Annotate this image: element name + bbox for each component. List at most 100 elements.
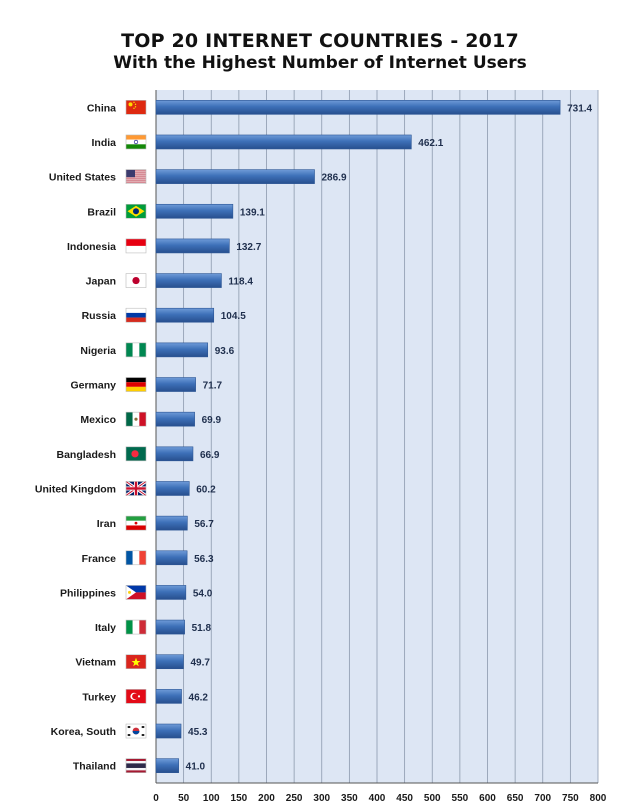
x-tick-label: 550 bbox=[452, 793, 469, 804]
x-tick-label: 700 bbox=[534, 793, 551, 804]
category-label: United Kingdom bbox=[35, 483, 116, 495]
category-label: Korea, South bbox=[51, 726, 116, 738]
italy-flag-icon bbox=[125, 619, 147, 635]
value-label: 54.0 bbox=[193, 588, 213, 599]
bar bbox=[155, 411, 195, 427]
china-flag-icon bbox=[125, 100, 147, 115]
x-tick-label: 450 bbox=[396, 793, 413, 804]
turkey-flag-icon bbox=[125, 689, 147, 704]
value-label: 462.1 bbox=[418, 138, 443, 149]
value-label: 51.8 bbox=[192, 623, 212, 634]
value-label: 60.2 bbox=[196, 484, 216, 495]
x-tick-label: 0 bbox=[153, 793, 159, 804]
x-tick-label: 150 bbox=[231, 793, 248, 804]
brazil-flag-icon bbox=[125, 203, 147, 219]
x-tick-label: 200 bbox=[258, 793, 275, 804]
value-label: 45.3 bbox=[188, 727, 208, 738]
x-tick-label: 350 bbox=[341, 793, 358, 804]
value-label: 56.7 bbox=[194, 519, 214, 530]
bar bbox=[155, 203, 234, 219]
category-label: United States bbox=[49, 172, 116, 184]
nigeria-flag-icon bbox=[125, 342, 147, 358]
bar bbox=[155, 619, 185, 635]
bar bbox=[155, 585, 187, 600]
category-label: Japan bbox=[86, 276, 116, 288]
united-kingdom-flag-icon bbox=[125, 480, 147, 497]
bar bbox=[155, 758, 179, 773]
x-tick-label: 600 bbox=[479, 793, 496, 804]
category-label: Thailand bbox=[73, 761, 116, 773]
category-label: Germany bbox=[70, 380, 116, 392]
category-label: Iran bbox=[97, 518, 116, 530]
bar bbox=[155, 515, 188, 531]
x-tick-label: 650 bbox=[507, 793, 524, 804]
x-tick-label: 500 bbox=[424, 793, 441, 804]
korea-south-flag-icon bbox=[125, 723, 147, 739]
russia-flag-icon bbox=[125, 307, 147, 323]
value-label: 49.7 bbox=[190, 658, 210, 669]
category-label: Brazil bbox=[87, 206, 116, 218]
value-label: 56.3 bbox=[194, 554, 214, 565]
united-states-flag-icon bbox=[125, 169, 147, 184]
category-label: Turkey bbox=[82, 691, 116, 703]
bar bbox=[155, 134, 412, 150]
category-label: Bangladesh bbox=[56, 449, 116, 461]
japan-flag-icon bbox=[125, 273, 147, 288]
bar bbox=[155, 273, 222, 288]
mexico-flag-icon bbox=[125, 411, 147, 427]
x-tick-label: 750 bbox=[562, 793, 579, 804]
bangladesh-flag-icon bbox=[125, 446, 147, 462]
category-label: Russia bbox=[82, 310, 117, 322]
bar bbox=[155, 307, 215, 323]
bar bbox=[155, 550, 188, 566]
france-flag-icon bbox=[125, 550, 147, 566]
bar bbox=[155, 481, 190, 496]
bar bbox=[155, 654, 184, 670]
bar bbox=[155, 689, 182, 704]
x-tick-label: 250 bbox=[286, 793, 303, 804]
indonesia-flag-icon bbox=[125, 238, 147, 254]
germany-flag-icon bbox=[125, 377, 147, 392]
value-label: 69.9 bbox=[202, 415, 222, 426]
value-label: 93.6 bbox=[215, 346, 235, 357]
category-label: France bbox=[82, 553, 117, 565]
value-label: 104.5 bbox=[221, 311, 246, 322]
bar bbox=[155, 342, 209, 358]
value-label: 132.7 bbox=[236, 242, 261, 253]
bar bbox=[155, 723, 182, 739]
value-label: 71.7 bbox=[203, 381, 223, 392]
value-label: 46.2 bbox=[189, 692, 209, 703]
thailand-flag-icon bbox=[125, 758, 147, 773]
x-tick-label: 100 bbox=[203, 793, 220, 804]
category-label: Nigeria bbox=[80, 345, 116, 357]
category-label: China bbox=[87, 102, 116, 114]
vietnam-flag-icon bbox=[125, 654, 147, 670]
philippines-flag-icon bbox=[125, 585, 147, 600]
chart-subtitle: With the Highest Number of Internet User… bbox=[113, 53, 527, 73]
x-tick-label: 400 bbox=[369, 793, 386, 804]
bar bbox=[155, 100, 561, 115]
value-label: 731.4 bbox=[567, 103, 592, 114]
category-label: Mexico bbox=[80, 414, 116, 426]
x-tick-label: 300 bbox=[313, 793, 330, 804]
x-tick-label: 50 bbox=[178, 793, 190, 804]
bar bbox=[155, 377, 196, 392]
value-label: 139.1 bbox=[240, 207, 265, 218]
iran-flag-icon bbox=[125, 515, 147, 531]
chart-title: TOP 20 INTERNET COUNTRIES - 2017 bbox=[121, 30, 519, 52]
category-label: Vietnam bbox=[75, 657, 116, 669]
value-label: 66.9 bbox=[200, 450, 220, 461]
value-label: 118.4 bbox=[228, 277, 253, 288]
x-tick-label: 800 bbox=[590, 793, 607, 804]
category-label: Indonesia bbox=[67, 241, 116, 253]
category-label: Philippines bbox=[60, 587, 116, 599]
category-label: Italy bbox=[95, 622, 116, 634]
value-label: 286.9 bbox=[322, 173, 347, 184]
value-label: 41.0 bbox=[186, 762, 206, 773]
bar bbox=[155, 446, 194, 462]
bar bbox=[155, 169, 315, 184]
category-label: India bbox=[91, 137, 116, 149]
bar bbox=[155, 238, 230, 254]
